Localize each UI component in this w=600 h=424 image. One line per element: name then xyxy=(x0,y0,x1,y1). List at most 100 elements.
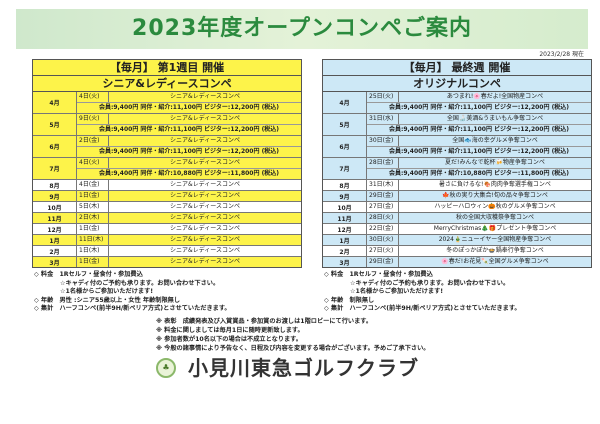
date-cell: 2日(金) xyxy=(77,136,109,146)
date-cell: 28日(金) xyxy=(367,158,399,168)
row-detail: 9日(火) シニア&レディースコンペ 会員:9,400円 同伴・紹介:11,100円… xyxy=(77,114,301,135)
table-row: 8月 31日(木) 暑さに負けるな!🍖肉肉争奪選手権コンペ xyxy=(323,180,591,191)
event-name: 🌸春だ!お花見🍡全国グルメ争奪コンペ xyxy=(441,258,549,265)
page-title: 2023年度オープンコンペご案内 xyxy=(16,9,588,49)
date-cell: 1日(金) xyxy=(77,191,109,201)
table-row: 12月 1日(金) シニア&レディースコンペ xyxy=(33,224,301,235)
table-body: 4月 4日(火) シニア&レディースコンペ 会員:9,400円 同伴・紹介:11,10… xyxy=(33,92,301,267)
note-line: ☆1名様からご参加いただけます! xyxy=(60,288,154,296)
month-cell: 10月 xyxy=(33,202,77,212)
schedule-columns: 【毎月】 第1週目 開催 シニア&レディースコンペ 4月 4日(火) シニア&レディ… xyxy=(0,59,600,314)
table-body: 4月 25日(火) あつまれ!🌸春だよ!全国物産コンペ会員:9,400円 同伴・紹介… xyxy=(323,92,591,267)
event-name: シニア&レディースコンペ xyxy=(170,192,240,199)
table-subheader: シニア&レディースコンペ xyxy=(33,76,301,92)
month-cell: 1月 xyxy=(33,235,77,245)
footer-note: ※ 参加者数が10名以下の場合は不成立となります。 xyxy=(156,335,302,343)
main-content: 【毎月】 第1週目 開催 シニア&レディースコンペ 4月 4日(火) シニア&レディ… xyxy=(0,59,600,380)
month-cell: 3月 xyxy=(323,257,367,267)
date-event-line: 30日(金) 全国🐟海の幸グルメ争奪コンペ xyxy=(367,136,591,147)
table-row: 9月 1日(金) シニア&レディースコンペ xyxy=(33,191,301,202)
footer-note: ※ 表彰 成績発表及び入賞賞品・参加賞のお渡しは1階ロビーにて行います。 xyxy=(156,317,373,325)
month-cell: 3月 xyxy=(33,257,77,267)
date-cell: 4日(火) xyxy=(77,92,109,102)
date-cell: 29日(金) xyxy=(367,257,399,267)
date-event-line: 25日(火) あつまれ!🌸春だよ!全国物産コンペ xyxy=(367,92,591,103)
event-name: シニア&レディースコンペ xyxy=(170,159,240,166)
event-name: 🍁秋の実り大集合!旬の品々争奪コンペ xyxy=(442,192,548,199)
event-name: シニア&レディースコンペ xyxy=(170,236,240,243)
row-detail: 2日(金) シニア&レディースコンペ会員:9,400円 同伴・紹介:11,100円… xyxy=(77,136,301,157)
senior-ladies-notes: ◇ 料金 1Rセルフ・昼食付・参加費込 ☆キャディ付のご予約も承ります。お問い合わ… xyxy=(32,271,302,314)
row-detail: 25日(火) あつまれ!🌸春だよ!全国物産コンペ 会員:9,400円 同伴・紹介:1… xyxy=(367,92,591,113)
date-cell: 30日(火) xyxy=(367,235,399,245)
event-name: 冬のぽっかぽか🍲鍋奉行争奪コンペ xyxy=(446,247,544,254)
table-header: 【毎月】 第1週目 開催 xyxy=(33,60,301,76)
table-row: 3月 29日(金) 🌸春だ!お花見🍡全国グルメ争奪コンペ xyxy=(323,257,591,267)
month-cell: 11月 xyxy=(33,213,77,223)
date-cell: 30日(金) xyxy=(367,136,399,146)
event-name: 全国🐟海の幸グルメ争奪コンペ xyxy=(452,137,538,144)
date-cell: 9日(火) xyxy=(77,114,109,124)
row-detail: 4日(火) シニア&レディースコンペ 会員:9,400円 同伴・紹介:11,100円… xyxy=(77,92,301,113)
date-cell: 11日(木) xyxy=(77,235,109,245)
event-name: あつまれ!🌸春だよ!全国物産コンペ xyxy=(446,93,544,100)
fee-line: 会員:9,400円 同伴・紹介:11,100円 ビジター:12,200円 (税込… xyxy=(98,148,280,155)
footer-note: ※ 今般の諸事情により予告なく、日程及び内容を変更する場合がございます。予めご了… xyxy=(156,344,430,352)
month-cell: 9月 xyxy=(33,191,77,201)
row-detail: 30日(金) 全国🐟海の幸グルメ争奪コンペ 会員:9,400円 同伴・紹介:11,1… xyxy=(367,136,591,157)
month-cell: 2月 xyxy=(323,246,367,256)
table-row: 10月 5日(木) シニア&レディースコンペ xyxy=(33,202,301,213)
date-cell: 27日(金) xyxy=(367,202,399,212)
note-line: ◇ 集計 ハーフコンペ(前半9H/新ペリア方式)とさせていただきます。 xyxy=(324,305,521,313)
month-cell: 11月 xyxy=(323,213,367,223)
note-line: ◇ 料金 1Rセルフ・昼食付・参加費込 xyxy=(34,271,143,278)
table-row: 6月 30日(金) 全国🐟海の幸グルメ争奪コンペ 会員:9,400円 同伴・紹介:11… xyxy=(323,136,591,158)
date-cell: 1日(金) xyxy=(77,224,109,234)
club-logo: ♣ 小見川東急ゴルフクラブ xyxy=(156,356,600,380)
month-cell: 7月 xyxy=(33,158,77,179)
month-cell: 12月 xyxy=(323,224,367,234)
row-detail: 28日(金) 夏だ!みんなで乾杯🍻物産争奪コンペ 会員:9,400円 同伴・紹介:1… xyxy=(367,158,591,179)
table-row: 7月 28日(金) 夏だ!みんなで乾杯🍻物産争奪コンペ 会員:9,400円 同伴・紹介… xyxy=(323,158,591,180)
table-row: 7月 4日(火) シニア&レディースコンペ会員:9,400円 同伴・紹介:10,88… xyxy=(33,158,301,180)
note-line: ☆キャディ付のご予約も承ります。お問い合わせ下さい。 xyxy=(60,279,220,287)
table-row: 1月 30日(火) 2024🎍ニューイヤー全国物産争奪コンペ xyxy=(323,235,591,246)
table-row: 5月 9日(火) シニア&レディースコンペ 会員:9,400円 同伴・紹介:11,10… xyxy=(33,114,301,136)
date-cell: 31日(水) xyxy=(367,114,399,124)
date-cell: 31日(木) xyxy=(367,180,399,190)
month-cell: 7月 xyxy=(323,158,367,179)
event-name: シニア&レディースコンペ xyxy=(170,137,240,144)
month-cell: 5月 xyxy=(323,114,367,135)
date-cell: 22日(金) xyxy=(367,224,399,234)
event-name: シニア&レディースコンペ xyxy=(170,181,240,188)
note-line: ◇ 年齢 男性 :シニア55歳以上・女性 年齢制限無し xyxy=(34,296,181,304)
date-cell: 1日(木) xyxy=(77,246,109,256)
note-line: ◇ 集計 ハーフコンペ(前半9H/新ペリア方式)とさせていただきます。 xyxy=(34,305,231,313)
date-cell: 25日(火) xyxy=(367,92,399,102)
fee-line: 会員:9,400円 同伴・紹介:10,880円 ビジター:11,800円 (税込… xyxy=(98,170,280,177)
footer-note: ※ 料金に関しましては毎月1日に随時更新致します。 xyxy=(156,326,304,334)
table-row: 3月 1日(金) シニア&レディースコンペ xyxy=(33,257,301,267)
month-cell: 8月 xyxy=(33,180,77,190)
original-compe-schedule-table: 【毎月】 最終週 開催 オリジナルコンペ 4月 25日(火) あつまれ!🌸春だよ!全… xyxy=(322,59,592,268)
event-name: 暑さに負けるな!🍖肉肉争奪選手権コンペ xyxy=(439,181,551,188)
date-cell: 27日(火) xyxy=(367,246,399,256)
fee-line: 会員:9,400円 同伴・紹介:10,880円 ビジター:11,800円 (税込… xyxy=(388,170,570,177)
date-event-line: 9日(火) シニア&レディースコンペ xyxy=(77,114,301,125)
senior-ladies-schedule-table: 【毎月】 第1週目 開催 シニア&レディースコンペ 4月 4日(火) シニア&レディ… xyxy=(32,59,302,268)
senior-ladies-column: 【毎月】 第1週目 開催 シニア&レディースコンペ 4月 4日(火) シニア&レディ… xyxy=(32,59,302,314)
table-row: 2月 27日(火) 冬のぽっかぽか🍲鍋奉行争奪コンペ xyxy=(323,246,591,257)
table-row: 8月 4日(金) シニア&レディースコンペ xyxy=(33,180,301,191)
table-row: 11月 28日(火) 秋の全国大収穫祭争奪コンペ xyxy=(323,213,591,224)
date-event-line: 4日(火) シニア&レディースコンペ xyxy=(77,158,301,169)
month-cell: 1月 xyxy=(323,235,367,245)
month-cell: 8月 xyxy=(323,180,367,190)
table-row: 5月 31日(水) 全国🍶美酒&うまいもん争奪コンペ 会員:9,400円 同伴・紹介:… xyxy=(323,114,591,136)
date-event-line: 28日(金) 夏だ!みんなで乾杯🍻物産争奪コンペ xyxy=(367,158,591,169)
date-cell: 1日(金) xyxy=(77,257,109,267)
table-subheader: オリジナルコンペ xyxy=(323,76,591,92)
note-line: ☆キャディ付のご予約も承ります。お問い合わせ下さい。 xyxy=(350,279,510,287)
month-cell: 4月 xyxy=(323,92,367,113)
date-cell: 4日(火) xyxy=(77,158,109,168)
event-name: MerryChristmas🎄🎁プレゼント争奪コンペ xyxy=(433,225,557,232)
